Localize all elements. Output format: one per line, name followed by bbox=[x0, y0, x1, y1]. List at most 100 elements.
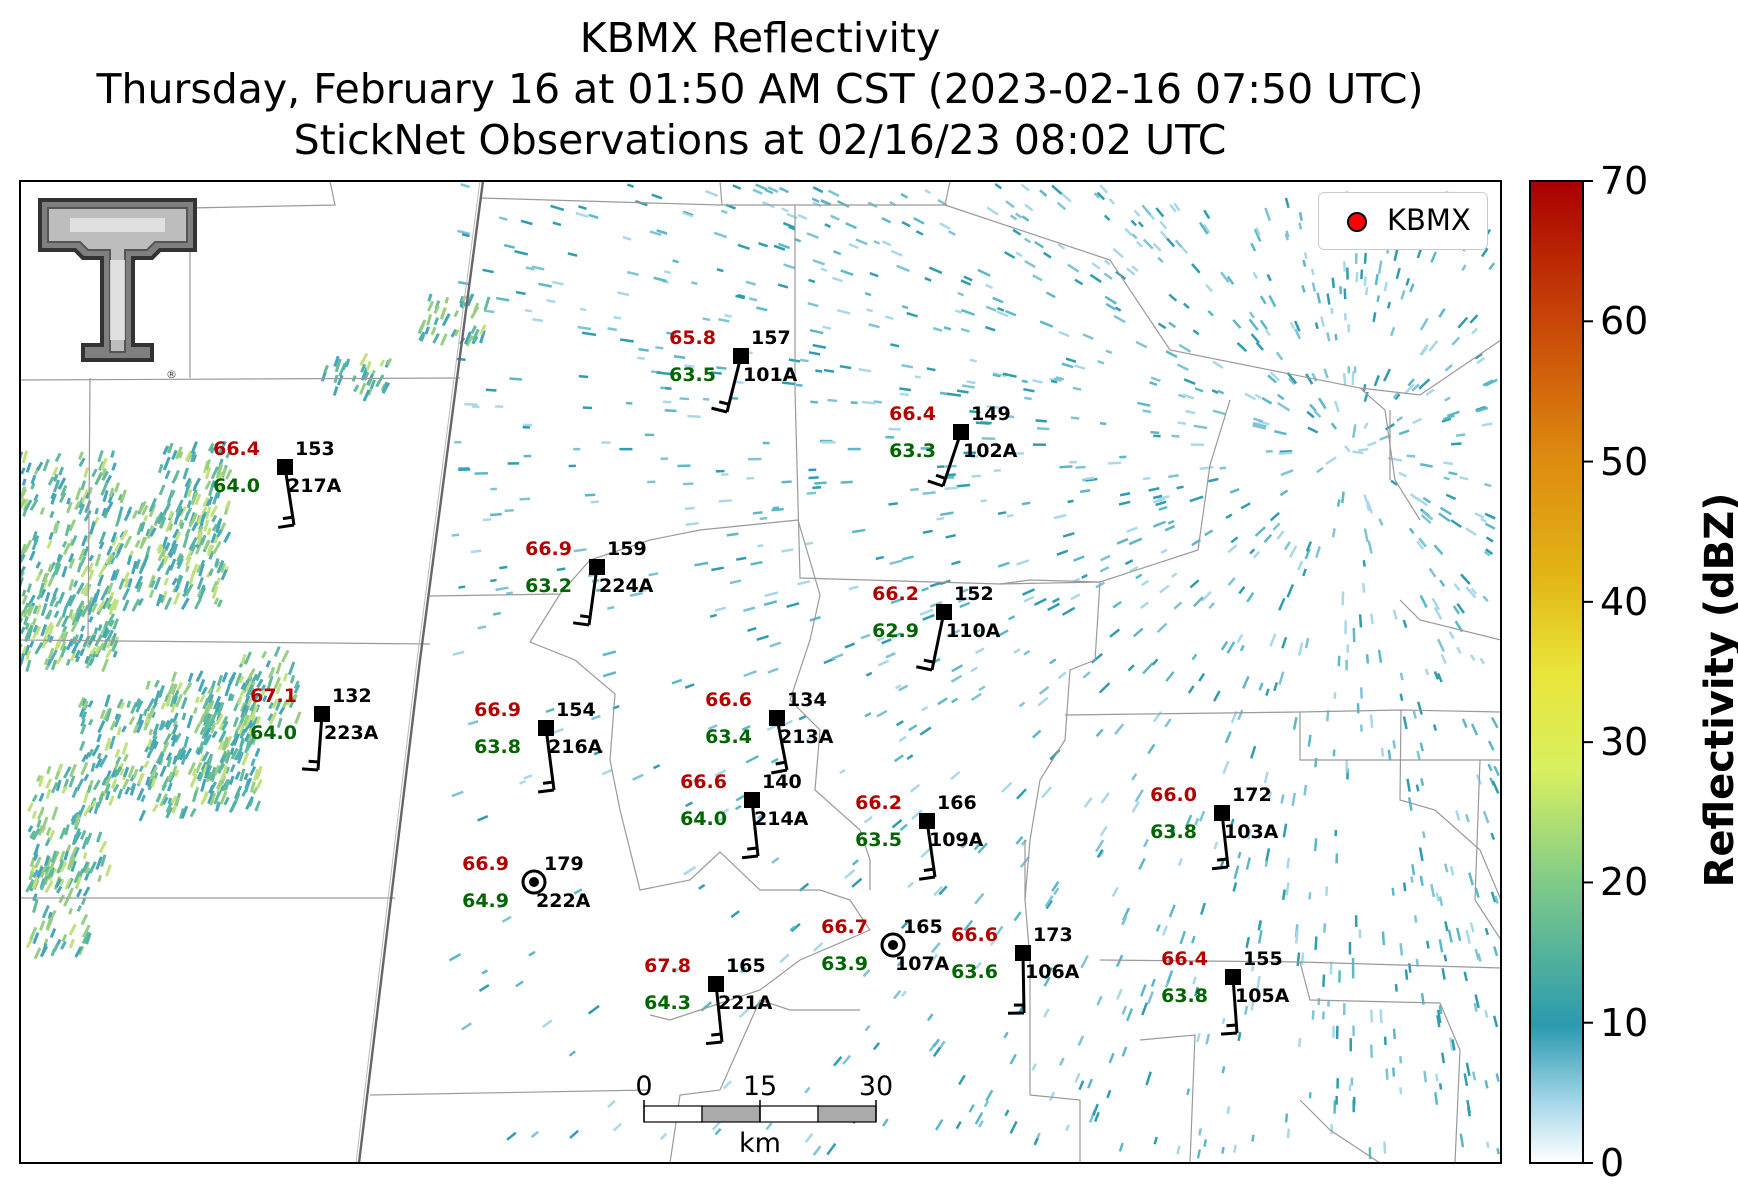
station-id: 214A bbox=[754, 808, 809, 830]
station-dewpoint: 63.5 bbox=[855, 829, 902, 851]
colorbar-tick-label: 10 bbox=[1600, 1000, 1649, 1045]
station-number: 140 bbox=[762, 771, 802, 793]
station-marker bbox=[733, 348, 749, 364]
station-dewpoint: 63.8 bbox=[474, 736, 521, 758]
radar-echoes-west bbox=[20, 293, 491, 960]
legend-label: KBMX bbox=[1387, 203, 1471, 237]
station-marker bbox=[589, 559, 605, 575]
map-frame bbox=[19, 180, 1502, 1164]
station-id: 221A bbox=[718, 992, 773, 1014]
scale-tick-0: 0 bbox=[635, 1071, 652, 1102]
station-110A: 66.2 152 62.9 110A bbox=[872, 583, 1001, 672]
station-217A: 66.4 153 64.0 217A bbox=[213, 438, 342, 529]
texas-tech-logo: ® bbox=[38, 198, 197, 381]
station-temp: 66.4 bbox=[213, 438, 260, 460]
station-dewpoint: 63.2 bbox=[525, 575, 572, 597]
station-213A: 66.6 134 63.4 213A bbox=[705, 689, 834, 775]
svg-text:®: ® bbox=[166, 368, 177, 381]
station-222A: 66.9 179 64.9 222A bbox=[462, 853, 591, 912]
station-224A: 66.9 159 63.2 224A bbox=[525, 538, 654, 627]
station-temp: 67.8 bbox=[644, 955, 691, 977]
station-id: 106A bbox=[1025, 961, 1080, 983]
colorbar bbox=[1529, 180, 1584, 1164]
station-id: 217A bbox=[287, 475, 342, 497]
station-106A: 66.6 173 63.6 106A bbox=[951, 924, 1080, 1015]
station-id: 216A bbox=[548, 736, 603, 758]
station-number: 154 bbox=[556, 699, 596, 721]
station-number: 153 bbox=[295, 438, 335, 460]
calm-marker bbox=[521, 869, 547, 895]
colorbar-ticks bbox=[1583, 180, 1593, 1164]
station-id: 109A bbox=[929, 829, 984, 851]
colorbar-tick-label: 30 bbox=[1600, 720, 1649, 765]
scale-tick-15: 15 bbox=[743, 1071, 777, 1102]
state-boundary bbox=[357, 181, 485, 1163]
station-id: 107A bbox=[895, 953, 950, 975]
colorbar-tick-label: 70 bbox=[1600, 159, 1649, 203]
county-boundaries bbox=[20, 181, 1501, 1163]
station-id: 105A bbox=[1235, 985, 1290, 1007]
station-marker bbox=[936, 604, 952, 620]
station-marker bbox=[919, 813, 935, 829]
scale-unit: km bbox=[739, 1128, 781, 1159]
station-temp: 67.1 bbox=[250, 685, 297, 707]
station-105A: 66.4 155 63.8 105A bbox=[1161, 948, 1290, 1036]
station-number: 155 bbox=[1243, 948, 1283, 970]
station-marker bbox=[314, 706, 330, 722]
colorbar-tick-label: 50 bbox=[1600, 439, 1649, 484]
station-id: 101A bbox=[743, 364, 798, 386]
station-temp: 66.9 bbox=[474, 699, 521, 721]
station-temp: 66.2 bbox=[872, 583, 919, 605]
station-temp: 66.6 bbox=[680, 771, 727, 793]
station-temp: 66.9 bbox=[525, 538, 572, 560]
station-marker bbox=[1214, 805, 1230, 821]
station-dewpoint: 63.8 bbox=[1150, 821, 1197, 843]
station-id: 223A bbox=[324, 722, 379, 744]
station-number: 173 bbox=[1033, 924, 1073, 946]
station-number: 165 bbox=[726, 955, 766, 977]
station-101A: 65.8 157 63.5 101A bbox=[669, 327, 798, 414]
station-dewpoint: 63.8 bbox=[1161, 985, 1208, 1007]
station-id: 224A bbox=[599, 575, 654, 597]
station-number: 149 bbox=[971, 403, 1011, 425]
station-dewpoint: 62.9 bbox=[872, 620, 919, 642]
station-temp: 66.4 bbox=[1161, 948, 1208, 970]
station-223A: 67.1 132 64.0 223A bbox=[250, 685, 379, 772]
station-221A: 67.8 165 64.3 221A bbox=[644, 955, 773, 1046]
state-boundary-shadow bbox=[355, 181, 481, 1163]
station-id: 213A bbox=[779, 726, 834, 748]
station-temp: 66.7 bbox=[821, 916, 868, 938]
colorbar-tick-label: 40 bbox=[1600, 579, 1649, 624]
station-216A: 66.9 154 63.8 216A bbox=[474, 699, 603, 794]
station-107A: 66.7 165 63.9 107A bbox=[821, 916, 950, 975]
station-dewpoint: 64.9 bbox=[462, 890, 509, 912]
station-number: 159 bbox=[607, 538, 647, 560]
station-number: 157 bbox=[751, 327, 791, 349]
station-marker bbox=[953, 424, 969, 440]
scale-tick-30: 30 bbox=[859, 1071, 893, 1102]
station-dewpoint: 63.6 bbox=[951, 961, 998, 983]
station-number: 166 bbox=[937, 792, 977, 814]
station-dewpoint: 63.3 bbox=[889, 440, 936, 462]
station-id: 102A bbox=[963, 440, 1018, 462]
station-dewpoint: 64.0 bbox=[680, 808, 727, 830]
station-number: 132 bbox=[332, 685, 372, 707]
map-title: KBMX Reflectivity bbox=[579, 14, 941, 62]
station-number: 179 bbox=[544, 853, 584, 875]
station-marker bbox=[769, 710, 785, 726]
station-temp: 66.6 bbox=[705, 689, 752, 711]
station-marker bbox=[1015, 945, 1031, 961]
station-dewpoint: 63.5 bbox=[669, 364, 716, 386]
station-temp: 66.2 bbox=[855, 792, 902, 814]
station-marker bbox=[538, 720, 554, 736]
station-id: 103A bbox=[1224, 821, 1279, 843]
station-dewpoint: 64.0 bbox=[250, 722, 297, 744]
kbmx-marker-icon bbox=[1347, 212, 1367, 232]
scale-bar: 0 15 30 km bbox=[635, 1071, 893, 1159]
station-number: 152 bbox=[954, 583, 994, 605]
station-marker bbox=[1225, 969, 1241, 985]
station-marker bbox=[277, 459, 293, 475]
station-214A: 66.6 140 64.0 214A bbox=[680, 771, 809, 860]
station-temp: 66.4 bbox=[889, 403, 936, 425]
